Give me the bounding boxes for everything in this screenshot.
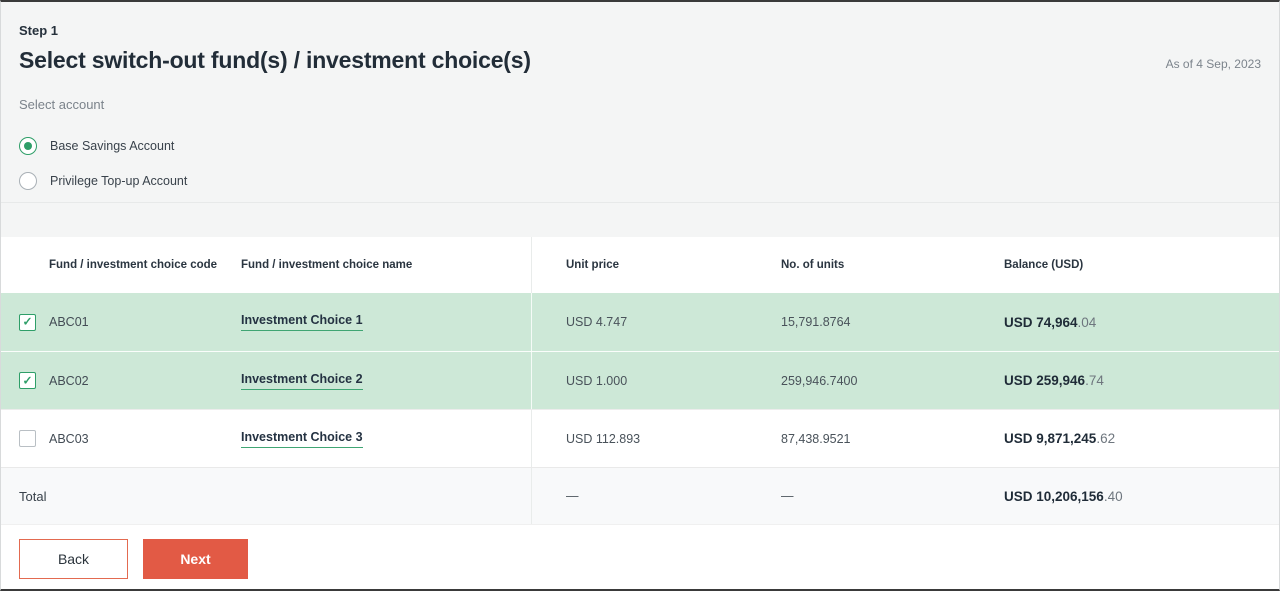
table-row: ABC03 Investment Choice 3 USD 112.893 87… [1, 409, 1279, 467]
header-fund-name: Fund / investment choice name [241, 259, 413, 271]
balance-main: USD 9,871,245 [1004, 431, 1097, 446]
total-balance-value: USD 10,206,156.40 [969, 468, 1279, 524]
as-of-date: As of 4 Sep, 2023 [1165, 57, 1261, 71]
fund-name-link[interactable]: Investment Choice 1 [241, 313, 363, 331]
unit-price: USD 1.000 [531, 352, 746, 409]
unit-price: USD 112.893 [531, 410, 746, 467]
total-unit-price: — [531, 468, 746, 524]
balance-main: USD 259,946 [1004, 373, 1086, 388]
next-button[interactable]: Next [143, 539, 248, 579]
balance-value: USD 74,964.04 [969, 293, 1279, 351]
radio-unselected-icon [19, 172, 37, 190]
balance-decimal: .74 [1085, 373, 1104, 388]
total-label: Total [19, 488, 47, 504]
fund-code: ABC03 [49, 431, 89, 446]
no-of-units: 259,946.7400 [781, 373, 858, 388]
header-balance-usd: Balance (USD) [1004, 259, 1084, 271]
fund-name-link[interactable]: Investment Choice 2 [241, 372, 363, 390]
step-label: Step 1 [19, 23, 59, 38]
radio-base-savings-account[interactable]: Base Savings Account [19, 137, 1261, 155]
table-row: ✓ ABC02 Investment Choice 2 USD 1.000 25… [1, 351, 1279, 409]
radio-privilege-topup-account[interactable]: Privilege Top-up Account [19, 172, 1261, 190]
check-icon: ✓ [22, 314, 33, 329]
total-balance-decimal: .40 [1103, 488, 1123, 504]
row-checkbox[interactable]: ✓ [19, 313, 36, 331]
total-balance-main: USD 10,206,156 [1004, 488, 1104, 504]
no-of-units: 15,791.8764 [781, 315, 851, 329]
balance-decimal: .04 [1077, 314, 1097, 330]
table-total-row: Total — — USD 10,206,156.40 [1, 467, 1279, 524]
row-checkbox[interactable]: ✓ [19, 372, 36, 389]
radio-base-savings-label: Base Savings Account [50, 139, 175, 153]
table-header-row: Fund / investment choice code Fund / inv… [1, 237, 1279, 293]
footer-actions: Back Next [1, 524, 1279, 589]
fund-code: ABC01 [49, 315, 89, 329]
radio-privilege-topup-label: Privilege Top-up Account [50, 174, 188, 188]
balance-decimal: .62 [1096, 431, 1116, 446]
fund-code: ABC02 [49, 373, 89, 388]
select-account-label: Select account [19, 97, 105, 112]
balance-value: USD 9,871,245.62 [969, 410, 1279, 467]
header-no-of-units: No. of units [781, 259, 845, 271]
header-unit-price: Unit price [531, 237, 746, 293]
header-fund-code: Fund / investment choice code [49, 259, 218, 271]
check-icon: ✓ [22, 373, 33, 387]
no-of-units: 87,438.9521 [781, 431, 851, 446]
row-checkbox[interactable] [19, 430, 36, 447]
back-button[interactable]: Back [19, 539, 128, 579]
balance-value: USD 259,946.74 [969, 352, 1279, 409]
table-row: ✓ ABC01 Investment Choice 1 USD 4.747 15… [1, 293, 1279, 351]
unit-price: USD 4.747 [531, 293, 746, 351]
fund-table: Fund / investment choice code Fund / inv… [1, 237, 1279, 524]
page-title: Select switch-out fund(s) / investment c… [19, 47, 531, 73]
balance-main: USD 74,964 [1004, 314, 1078, 330]
page-header: Step 1 Select switch-out fund(s) / inves… [1, 2, 1279, 203]
fund-name-link[interactable]: Investment Choice 3 [241, 430, 363, 448]
total-no-of-units: — [781, 489, 794, 503]
radio-selected-icon [19, 137, 37, 155]
header-checkbox-spacer [1, 237, 49, 293]
